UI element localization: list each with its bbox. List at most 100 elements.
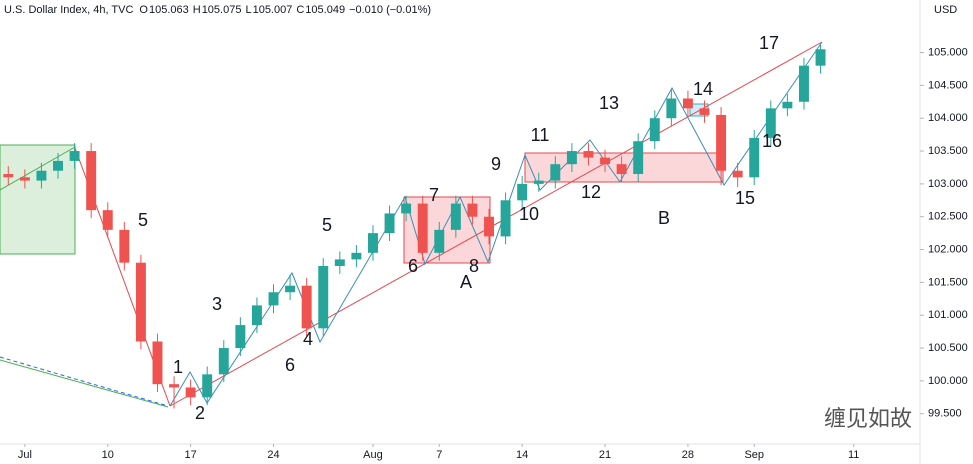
- wave-label: 5: [138, 210, 148, 230]
- candle-body: [384, 213, 395, 234]
- change: −0.010 (−0.01%): [349, 4, 431, 16]
- ohlc-label: L: [245, 4, 251, 16]
- candle-body: [600, 157, 611, 165]
- candle-body: [550, 164, 561, 181]
- candle-body: [301, 285, 312, 329]
- x-tick-label: 7: [436, 449, 442, 461]
- wave-line: [169, 41, 823, 407]
- candle-body: [135, 262, 146, 342]
- candle-body: [185, 387, 196, 398]
- wave-label: 6: [285, 355, 295, 375]
- x-tick-label: Jul: [18, 449, 32, 461]
- candle-body: [699, 108, 710, 115]
- symbol-title: U.S. Dollar Index, 4h, TVC: [4, 4, 133, 16]
- wave-label: 8: [469, 256, 479, 276]
- candle-body: [218, 348, 229, 375]
- wave-label: 14: [693, 79, 713, 99]
- y-tick-label: 101.500: [928, 276, 968, 288]
- candle-body: [169, 384, 180, 388]
- candle-body: [53, 160, 63, 171]
- candle-body: [351, 252, 362, 260]
- wave-label: 4: [303, 329, 313, 349]
- ohlc-value: 105.049: [305, 4, 345, 16]
- candle-body: [3, 174, 14, 178]
- candle-body: [235, 325, 246, 349]
- candle-body: [782, 101, 793, 109]
- candle-body: [285, 285, 296, 293]
- trend-line: [0, 359, 169, 408]
- wave-label: B: [658, 208, 670, 228]
- x-tick-label: 28: [682, 449, 694, 461]
- wave-label: 7: [429, 185, 439, 205]
- y-tick-label: 101.000: [928, 309, 968, 321]
- wave-label: 2: [195, 403, 205, 423]
- wave-label: 1: [173, 357, 183, 377]
- candle-body: [484, 216, 494, 237]
- wave-label: 3: [212, 294, 222, 314]
- trend-line: [0, 356, 169, 407]
- candle-body: [566, 151, 577, 165]
- candle-body: [69, 151, 80, 161]
- y-tick-label: 99.500: [928, 408, 962, 420]
- x-tick-label: 24: [267, 449, 279, 461]
- candle-body: [450, 203, 461, 230]
- y-tick-label: 100.000: [928, 375, 968, 387]
- candle-body: [749, 137, 760, 178]
- candle-body: [533, 180, 544, 184]
- candle-body: [765, 108, 776, 138]
- x-tick-label: 17: [185, 449, 197, 461]
- wave-label: A: [460, 272, 472, 292]
- candle-body: [119, 229, 130, 263]
- y-tick-label: 102.000: [928, 243, 968, 255]
- candle-body: [368, 233, 378, 253]
- candle-body: [500, 200, 511, 237]
- y-tick-label: 102.500: [928, 211, 968, 223]
- candle-body: [666, 98, 677, 119]
- ohlc-value: 105.075: [202, 4, 242, 16]
- ohlc-value: 105.007: [253, 4, 293, 16]
- candle-body: [86, 151, 97, 211]
- x-tick-label: 21: [599, 449, 611, 461]
- x-tick-label: Sep: [744, 449, 764, 461]
- x-tick-label: Aug: [363, 449, 383, 461]
- candle-body: [682, 98, 693, 109]
- candle-body: [102, 210, 113, 230]
- ohlc-value: 105.063: [149, 4, 189, 16]
- wave-label: 17: [759, 33, 779, 53]
- candle-body: [649, 118, 660, 142]
- watermark: 缠见如故: [824, 406, 912, 431]
- wave-label: 5: [322, 215, 332, 235]
- candle-body: [268, 292, 279, 306]
- x-tick-label: 10: [102, 449, 114, 461]
- candle-body: [815, 49, 826, 66]
- wave-label: 13: [599, 93, 619, 113]
- y-tick-label: 103.500: [928, 145, 968, 157]
- box: [0, 144, 76, 255]
- trend-line: [0, 146, 76, 191]
- candle-body: [251, 305, 262, 326]
- y-tick-label: 104.000: [928, 112, 968, 124]
- y-tick-label: 103.000: [928, 178, 968, 190]
- x-tick-label: 11: [848, 449, 859, 461]
- candle-body: [716, 114, 727, 171]
- candle-body: [517, 183, 528, 201]
- candle-body: [417, 203, 428, 253]
- candle-body: [152, 341, 163, 385]
- wave-label: 9: [491, 154, 501, 174]
- y-unit: USD: [934, 4, 957, 16]
- ohlc-label: C: [296, 4, 304, 16]
- wave-label: 11: [531, 125, 550, 145]
- wave-label: 6: [408, 256, 418, 276]
- wave-label: 15: [735, 188, 755, 208]
- candle-body: [798, 65, 809, 102]
- candle-body: [334, 259, 345, 266]
- wave-label: 16: [762, 131, 782, 151]
- ohlc-label: H: [193, 4, 201, 16]
- trend-line: [169, 41, 823, 407]
- candle-body: [36, 170, 47, 181]
- candle-body: [19, 177, 30, 181]
- y-tick-label: 100.500: [928, 342, 968, 354]
- candle-body: [732, 170, 743, 178]
- candle-body: [616, 164, 627, 175]
